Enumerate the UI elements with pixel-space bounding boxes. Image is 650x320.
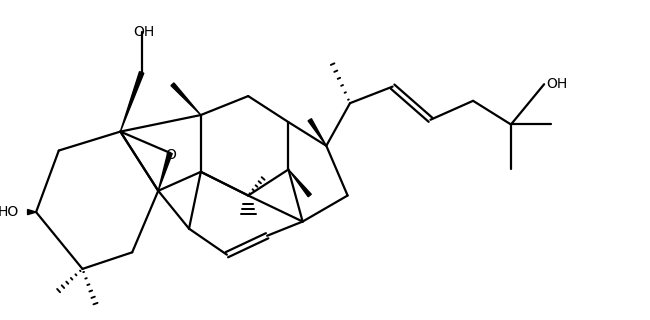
Polygon shape (308, 119, 326, 146)
Polygon shape (289, 170, 311, 197)
Polygon shape (27, 210, 36, 215)
Polygon shape (171, 83, 201, 115)
Text: O: O (166, 148, 176, 162)
Text: OH: OH (133, 25, 155, 39)
Text: HO: HO (0, 205, 20, 219)
Polygon shape (120, 72, 144, 132)
Polygon shape (158, 152, 172, 191)
Text: OH: OH (547, 77, 568, 91)
